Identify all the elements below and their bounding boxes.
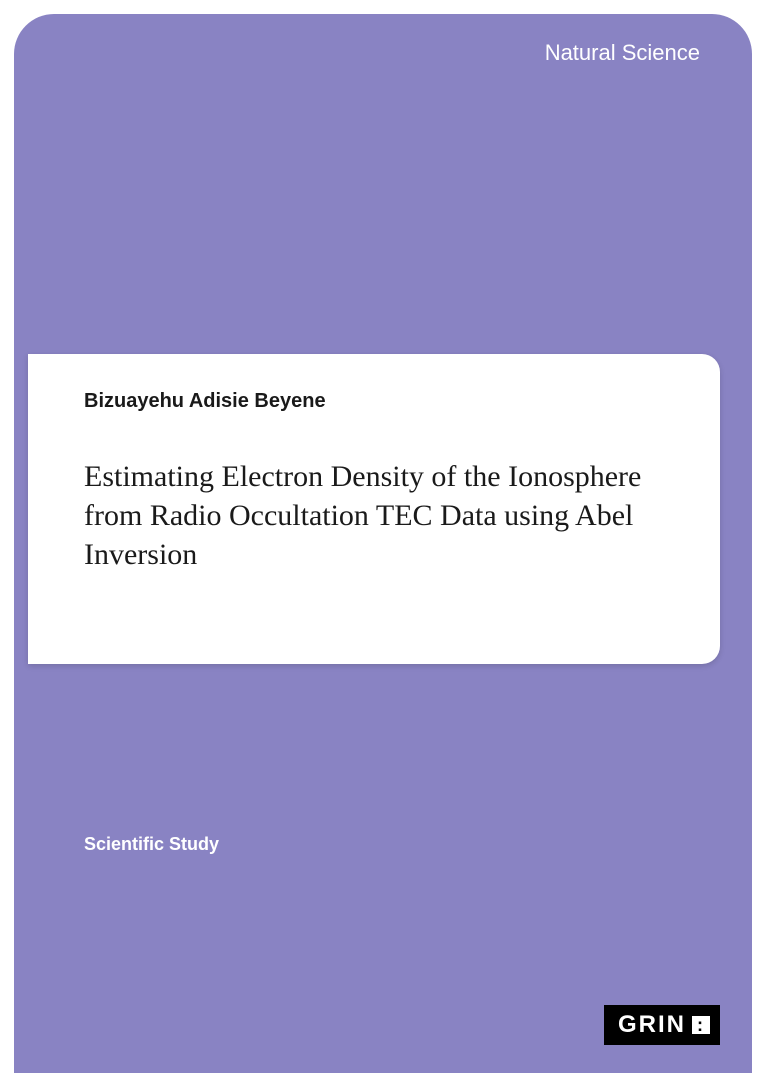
author-name: Bizuayehu Adisie Beyene: [84, 390, 670, 413]
publisher-badge: GRIN :: [604, 1005, 720, 1045]
publisher-name: GRIN: [618, 1011, 686, 1039]
title-panel: Bizuayehu Adisie Beyene Estimating Elect…: [28, 354, 720, 664]
book-title: Estimating Electron Density of the Ionos…: [84, 457, 670, 574]
publisher-mark-icon: :: [692, 1016, 710, 1034]
book-cover: Natural Science Bizuayehu Adisie Beyene …: [14, 14, 752, 1073]
document-type-label: Scientific Study: [84, 834, 219, 855]
category-label: Natural Science: [545, 40, 700, 66]
